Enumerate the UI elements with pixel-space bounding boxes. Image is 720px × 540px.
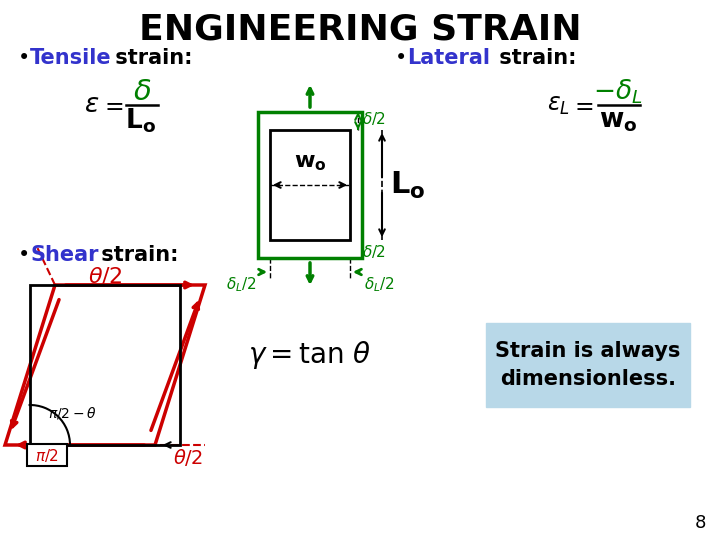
Text: $\theta/2$: $\theta/2$ [173, 447, 203, 468]
Text: $\mathbf{L_o}$: $\mathbf{L_o}$ [390, 170, 426, 200]
Text: $\delta_L/2$: $\delta_L/2$ [225, 275, 256, 294]
Text: $\pi/2 - \theta$: $\pi/2 - \theta$ [48, 405, 96, 421]
Text: $=$: $=$ [100, 93, 124, 117]
Text: $\theta/2$: $\theta/2$ [88, 265, 122, 286]
Text: $\mathbf{w_o}$: $\mathbf{w_o}$ [294, 153, 326, 173]
FancyBboxPatch shape [27, 444, 67, 466]
Text: •: • [395, 48, 408, 68]
Text: Tensile: Tensile [30, 48, 112, 68]
Text: strain:: strain: [94, 245, 179, 265]
Text: strain:: strain: [108, 48, 192, 68]
Text: $\delta/2$: $\delta/2$ [362, 243, 386, 260]
Text: $\delta/2$: $\delta/2$ [362, 110, 386, 127]
Text: Lateral: Lateral [407, 48, 490, 68]
Text: $\gamma = \tan\,\theta$: $\gamma = \tan\,\theta$ [248, 339, 372, 371]
Text: $\delta$: $\delta$ [132, 78, 151, 106]
Text: Strain is always
dimensionless.: Strain is always dimensionless. [495, 341, 680, 389]
Text: $=$: $=$ [570, 93, 594, 117]
Text: •: • [18, 48, 30, 68]
Text: ENGINEERING STRAIN: ENGINEERING STRAIN [139, 12, 581, 46]
Text: $\varepsilon$: $\varepsilon$ [84, 92, 99, 118]
Text: $-\delta_L$: $-\delta_L$ [593, 78, 643, 106]
FancyBboxPatch shape [486, 323, 690, 407]
Text: strain:: strain: [492, 48, 577, 68]
Text: •: • [18, 245, 30, 265]
Text: $\mathbf{L_o}$: $\mathbf{L_o}$ [125, 107, 156, 135]
Text: Shear: Shear [30, 245, 99, 265]
Text: $\pi/2$: $\pi/2$ [35, 447, 59, 463]
Text: $\varepsilon_L$: $\varepsilon_L$ [546, 93, 570, 117]
Text: $\delta_L/2$: $\delta_L/2$ [364, 275, 395, 294]
Text: $\mathbf{w_o}$: $\mathbf{w_o}$ [599, 108, 637, 134]
Text: 8: 8 [695, 514, 706, 532]
